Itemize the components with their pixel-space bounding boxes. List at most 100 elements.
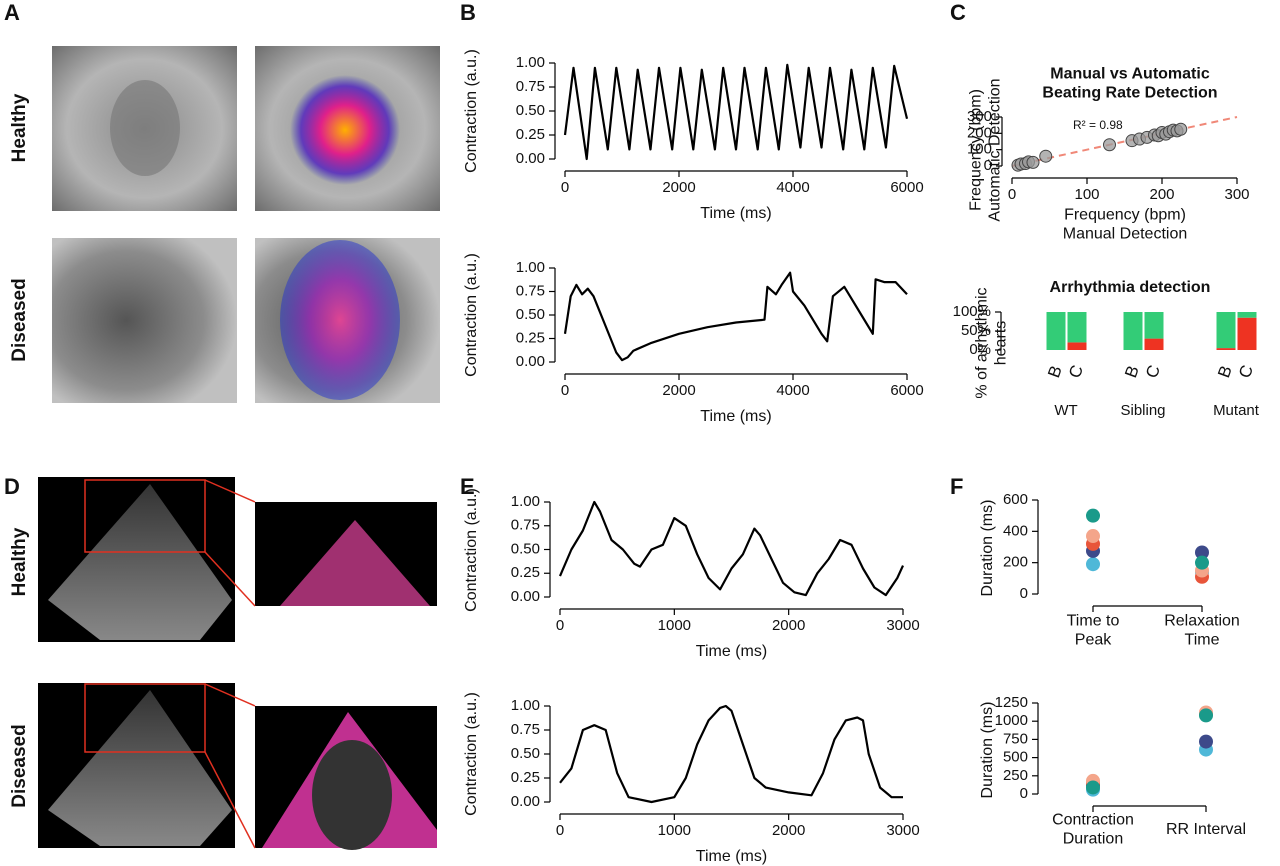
panel-a-images	[52, 46, 440, 403]
image-cone	[48, 484, 232, 640]
x-tick-label: 6000	[890, 179, 923, 196]
row-label: Healthy	[9, 527, 30, 596]
chart-title: Manual vs Automatic	[1050, 66, 1210, 83]
chart-title: Beating Rate Detection	[1042, 85, 1217, 102]
x-axis-label: Time (ms)	[700, 408, 771, 425]
x-tick-label: 2000	[662, 179, 695, 196]
y-tick-label: 0.00	[516, 353, 545, 370]
point	[1195, 545, 1209, 560]
x-axis-label: Frequency (bpm)	[1064, 207, 1186, 224]
point	[1026, 155, 1040, 169]
y-tick-label: 0.75	[511, 721, 540, 738]
bar-segment	[1123, 312, 1143, 350]
y-tick-label: 1.00	[516, 259, 545, 276]
x-axis-label: Time (ms)	[696, 848, 767, 865]
y-axis-label: Automatic Detection	[987, 78, 1004, 221]
x-tick-label: 1000	[658, 617, 691, 634]
point	[1195, 555, 1209, 570]
image-overlay	[280, 520, 430, 606]
zoom-line	[204, 479, 256, 503]
y-tick-label: 600	[1003, 491, 1028, 508]
y-tick-label: 0.25	[511, 769, 540, 786]
point	[1086, 557, 1100, 572]
y-tick-label: 0.50	[516, 102, 545, 119]
y-tick-label: 0.00	[511, 588, 540, 605]
y-tick-label: 100%	[953, 303, 991, 320]
x-tick-label: 0	[561, 179, 569, 196]
x-tick-label: C	[1065, 363, 1087, 381]
y-tick-label: 0.75	[516, 78, 545, 95]
y-tick-label: 50%	[961, 322, 991, 339]
y-axis-label: Duration (ms)	[979, 500, 996, 597]
x-tick-label: 100	[1074, 186, 1099, 203]
x-tick-label: 2000	[662, 382, 695, 399]
group-label: Sibling	[1120, 402, 1165, 419]
line	[558, 500, 904, 597]
y-tick-label: 0.50	[511, 540, 540, 557]
y-tick-label: 400	[1003, 522, 1028, 539]
image-overlay	[280, 240, 400, 400]
row-label: Diseased	[9, 278, 30, 361]
bar-segment	[1216, 348, 1236, 350]
y-tick-label: 0.25	[511, 564, 540, 581]
y-tick-label: 0	[984, 157, 992, 174]
y-axis-label: hearts	[993, 321, 1010, 365]
image-detail	[312, 740, 392, 850]
point	[1086, 529, 1100, 544]
x-tick-label: 0	[1008, 186, 1016, 203]
point	[1039, 149, 1053, 163]
group-label: WT	[1054, 402, 1077, 419]
y-tick-label: 0.25	[516, 329, 545, 346]
point	[1103, 138, 1116, 152]
zoom-line	[204, 551, 256, 607]
y-tick-label: 500	[1003, 749, 1028, 766]
y-axis-label: % of arrhythmic	[974, 287, 991, 398]
y-tick-label: 0	[1020, 585, 1028, 602]
y-tick-label: 200	[967, 124, 992, 141]
image	[52, 238, 237, 403]
bar-segment	[1216, 312, 1236, 349]
y-tick-label: 300	[967, 108, 992, 125]
x-tick-label: Peak	[1075, 632, 1112, 649]
x-tick-label: Relaxation	[1164, 613, 1240, 630]
y-axis-label: Duration (ms)	[979, 702, 996, 799]
x-tick-label: 0	[561, 382, 569, 399]
panel-letter: A	[4, 0, 20, 25]
point	[1199, 734, 1213, 749]
image-detail	[110, 80, 180, 176]
x-tick-label: 1000	[658, 822, 691, 839]
x-tick-label: 3000	[886, 822, 919, 839]
point	[1199, 708, 1213, 723]
image-cone	[48, 690, 232, 846]
panel-letter: C	[950, 0, 966, 25]
x-tick-label: RR Interval	[1166, 821, 1246, 838]
panel-letter: E	[460, 474, 475, 499]
x-tick-label: 4000	[776, 382, 809, 399]
panel-letter: B	[460, 0, 476, 25]
bar-segment	[1237, 317, 1257, 350]
x-axis-label: Manual Detection	[1063, 226, 1188, 243]
x-axis-label: Time (ms)	[696, 643, 767, 660]
zoom-box	[84, 683, 206, 753]
x-tick-label: 6000	[890, 382, 923, 399]
line	[563, 63, 909, 161]
zoom-boxes	[84, 479, 256, 849]
panel-d-images	[38, 477, 437, 850]
y-axis-label: Contraction (a.u.)	[463, 49, 480, 173]
x-tick-label: B	[1121, 363, 1143, 380]
point	[1086, 780, 1100, 795]
panel-letter: D	[4, 474, 20, 499]
line	[563, 271, 908, 362]
x-tick-label: 0	[556, 822, 564, 839]
x-axis-label: Time (ms)	[700, 205, 771, 222]
y-tick-label: 1.00	[511, 697, 540, 714]
x-tick-label: Duration	[1063, 831, 1123, 848]
bar-segment	[1046, 312, 1066, 350]
y-tick-label: 0.50	[516, 306, 545, 323]
bar-segment	[1144, 312, 1164, 339]
y-axis-label: Frequency (bpm)	[968, 89, 985, 211]
y-tick-label: 0.50	[511, 745, 540, 762]
y-tick-label: 0%	[969, 341, 991, 358]
y-tick-label: 0.75	[511, 517, 540, 534]
